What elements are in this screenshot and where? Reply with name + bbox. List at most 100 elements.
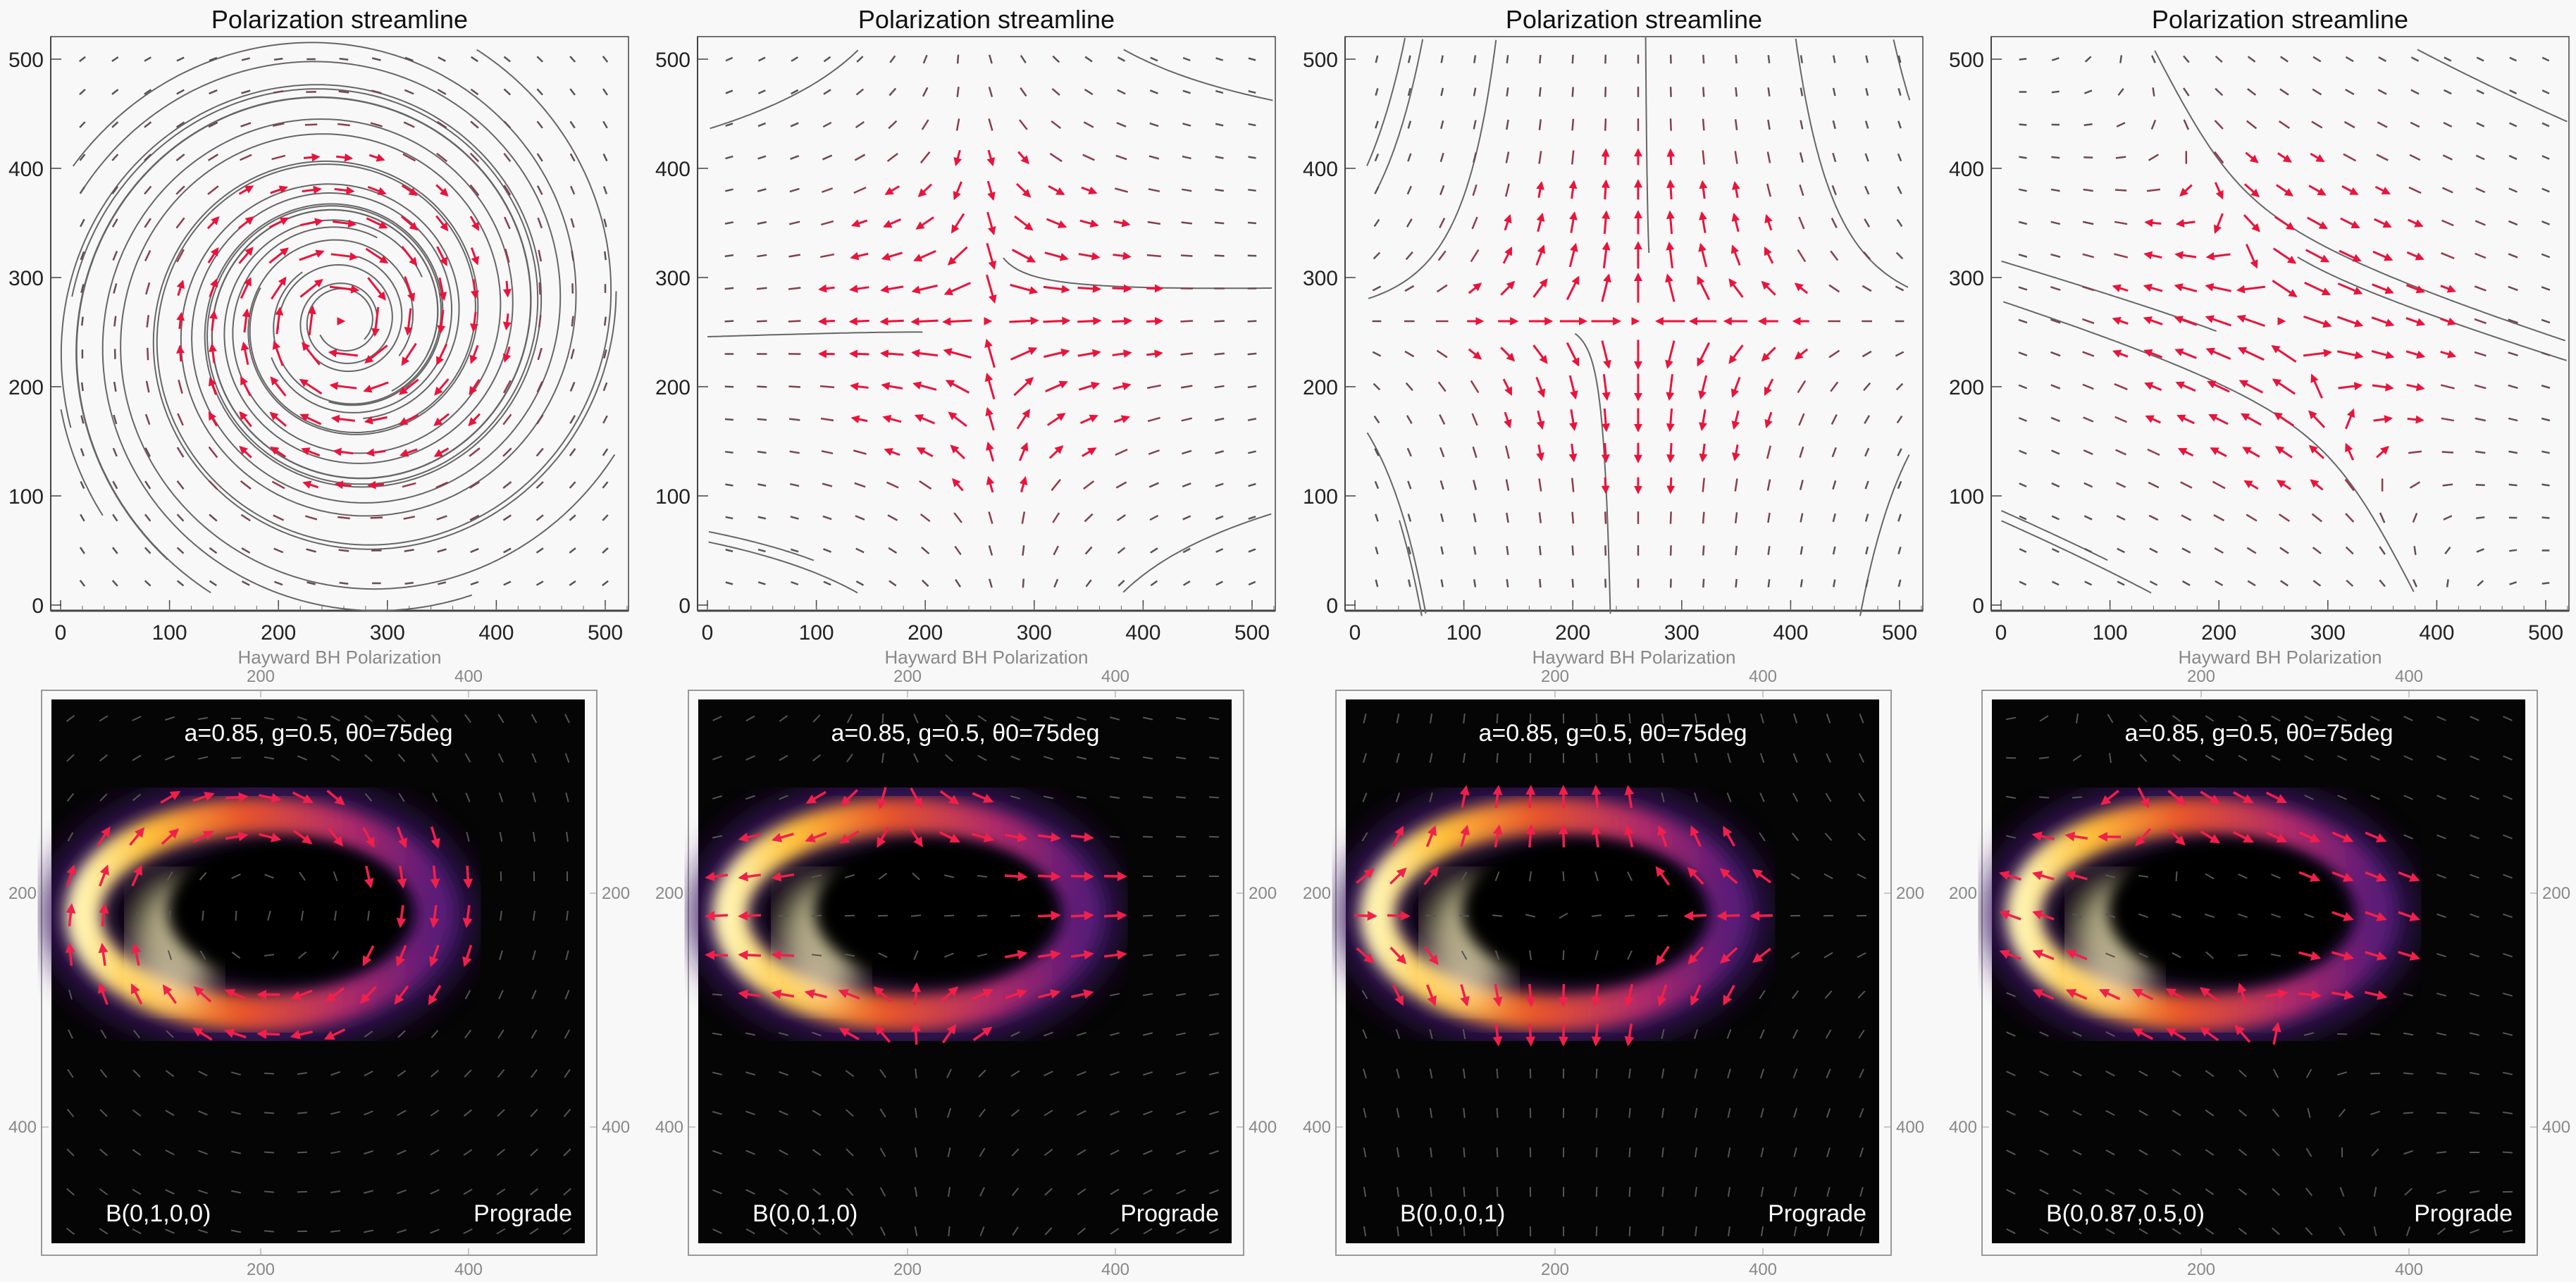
polarization-arrow [1142, 992, 1153, 997]
polarization-arrow [2403, 1150, 2413, 1155]
field-arrow [986, 149, 996, 167]
polarization-arrow [874, 1024, 891, 1043]
polarization-arrow [1208, 954, 1220, 957]
field-arrow [2303, 349, 2332, 358]
polarization-arrow [2470, 913, 2479, 919]
polarization-arrow [1459, 785, 1470, 809]
field-arrow [1897, 547, 1902, 554]
polarization-arrow [1826, 1069, 1831, 1078]
field-arrow [2083, 123, 2093, 126]
image-bottom-tick-label: 400 [1101, 1260, 1129, 1279]
polarization-arrow [333, 871, 338, 881]
field-arrow [1604, 545, 1607, 556]
polarization-arrow [2167, 790, 2186, 806]
field-arrow [112, 514, 118, 522]
field-arrow [790, 548, 799, 553]
polarization-arrow [2373, 1186, 2377, 1197]
field-arrow [922, 54, 928, 64]
field-arrow [175, 121, 185, 128]
polarization-arrow [328, 828, 344, 847]
field-arrow [953, 149, 962, 167]
field-arrow [1504, 183, 1510, 197]
image-bottom-tick-label: 200 [2187, 1260, 2215, 1279]
field-arrow [791, 580, 799, 586]
field-arrow [2144, 382, 2162, 392]
field-arrow [238, 247, 254, 264]
field-arrow [206, 216, 220, 230]
polarization-arrow [565, 792, 569, 803]
field-arrow [1897, 120, 1902, 129]
polarization-arrow [66, 864, 76, 887]
shadow [815, 840, 1054, 981]
field-arrow [503, 153, 512, 162]
image-top-tick-label: 200 [2187, 667, 2215, 686]
field-arrow [2214, 547, 2224, 554]
polarization-arrow [330, 1230, 341, 1233]
field-arrow [339, 58, 349, 61]
field-arrow [438, 277, 447, 301]
field-arrow [208, 377, 217, 395]
polarization-arrow [2503, 834, 2513, 840]
polarization-arrow [1859, 1186, 1864, 1197]
field-arrow [1146, 254, 1161, 258]
field-arrow [1117, 56, 1126, 62]
field-arrow [209, 343, 217, 363]
field-arrow [1372, 351, 1382, 357]
polarization-arrow [1695, 1226, 1697, 1237]
polarization-arrow [1859, 1147, 1864, 1157]
field-arrow [2212, 480, 2226, 490]
field-arrow [1182, 56, 1191, 62]
field-arrow [1180, 254, 1193, 257]
y-tick-label: 200 [8, 376, 44, 399]
field-arrow [1735, 54, 1738, 64]
field-arrow [943, 348, 972, 359]
polarization-arrow [2205, 1188, 2215, 1195]
image-top-tick-label: 400 [1749, 667, 1777, 686]
field-arrow [850, 251, 869, 261]
polarization-arrow [1727, 1186, 1731, 1197]
field-arrow [888, 87, 897, 97]
polarization-arrow [1429, 752, 1433, 764]
polarization-arrow [2105, 1031, 2115, 1037]
polarization-arrow [1004, 871, 1028, 882]
polarization-arrow [2436, 716, 2446, 721]
polarization-arrow [1044, 1109, 1053, 1116]
field-arrow [304, 515, 318, 521]
polarization-arrow [1528, 871, 1532, 882]
field-arrow [1215, 515, 1224, 521]
polarization-arrow [1208, 993, 1220, 996]
polarization-arrow [292, 791, 314, 804]
field-arrow [363, 381, 389, 393]
field-arrow [2117, 547, 2125, 554]
field-arrow [1571, 478, 1575, 492]
field-arrow [2247, 88, 2257, 96]
polarization-arrow [2373, 1226, 2377, 1237]
polarization-arrow [2303, 1032, 2315, 1036]
polarization-arrow [705, 871, 729, 882]
polarization-arrow [2469, 992, 2480, 997]
field-arrow [1043, 285, 1070, 294]
field-arrow [502, 280, 512, 298]
polarization-arrow [532, 950, 536, 961]
field-arrow [1215, 483, 1224, 487]
field-arrow [1505, 151, 1510, 163]
field-arrow [603, 218, 607, 228]
field-arrow [569, 514, 576, 521]
field-arrow [435, 215, 449, 232]
field-arrow [2346, 579, 2354, 587]
polarization-arrow [1558, 785, 1568, 809]
polarization-arrow [68, 989, 73, 1000]
field-arrow [2183, 119, 2190, 130]
polarization-arrow [2168, 828, 2186, 846]
field-arrow [1084, 56, 1093, 63]
polarization-arrow [2234, 1024, 2251, 1043]
field-arrow [364, 344, 388, 364]
polarization-arrow [531, 714, 538, 723]
polarization-arrow [1396, 752, 1400, 764]
polarization-arrow [2039, 1188, 2049, 1195]
polarization-arrow [1558, 983, 1568, 1007]
field-arrow [144, 89, 152, 95]
polarization-arrow [881, 752, 884, 764]
polarization-arrow [778, 1032, 789, 1036]
field-arrow [2179, 184, 2193, 197]
